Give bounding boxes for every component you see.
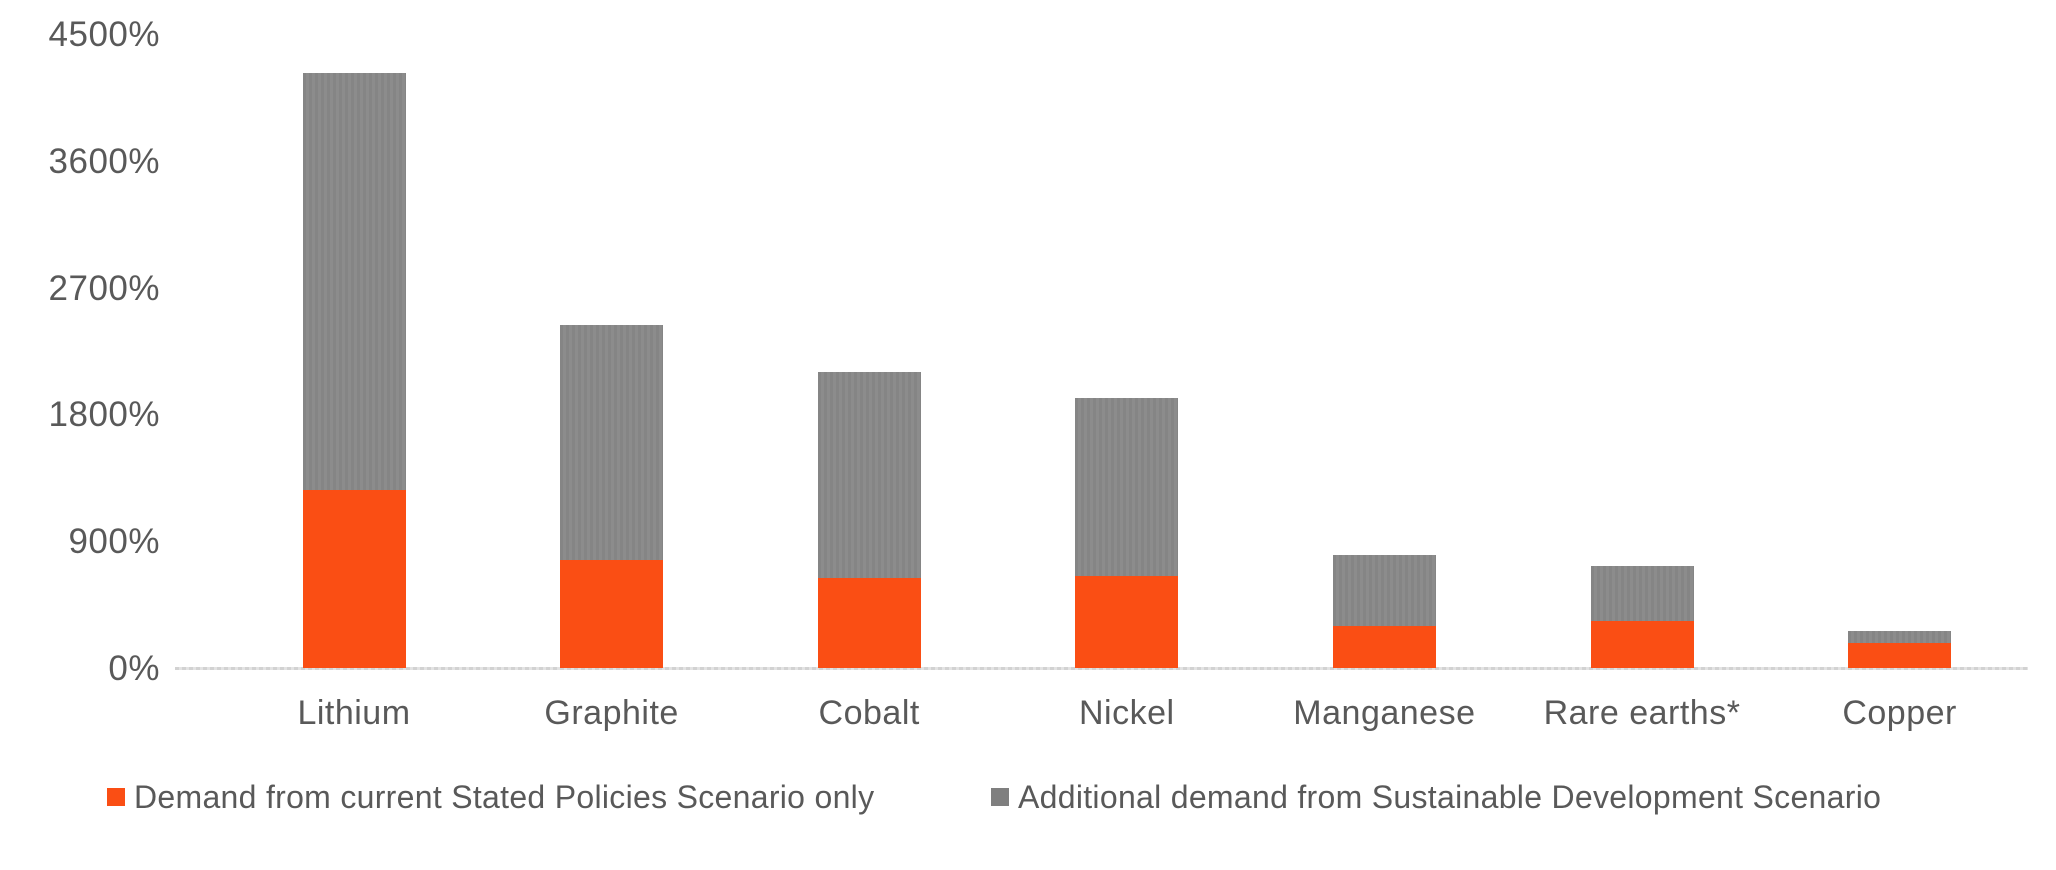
legend: Demand from current Stated Policies Scen… <box>0 775 2056 825</box>
bar-segment-steps <box>1075 576 1179 668</box>
bar-segment-steps <box>302 490 406 668</box>
x-axis-category-label: Nickel <box>1079 694 1175 732</box>
bar-segment-steps <box>817 577 921 668</box>
bar-segment-steps <box>1590 620 1694 668</box>
bar-segment-steps <box>1848 643 1952 668</box>
legend-item-sds: Additional demand from Sustainable Devel… <box>991 775 1881 819</box>
bar-segment-sds-additional <box>1590 565 1694 621</box>
legend-swatch-steps-icon <box>107 788 125 806</box>
bar-segment-sds-additional <box>302 73 406 491</box>
x-axis-category-label: Cobalt <box>818 694 920 732</box>
bar-group-copper <box>1848 631 1952 668</box>
y-axis-tick-label: 2700% <box>48 268 160 308</box>
x-axis-category-label: Manganese <box>1293 694 1476 732</box>
x-axis-category-label: Graphite <box>544 694 679 732</box>
legend-swatch-sds-icon <box>991 788 1009 806</box>
y-axis-tick-label: 1800% <box>48 395 160 435</box>
legend-label-steps: Demand from current Stated Policies Scen… <box>134 778 875 815</box>
y-axis-tick-label: 0% <box>108 649 160 688</box>
x-axis-category-label: Rare earths* <box>1543 694 1741 732</box>
y-axis-tick-label: 900% <box>68 522 160 562</box>
legend-label-sds: Additional demand from Sustainable Devel… <box>1018 778 1882 815</box>
bar-segment-sds-additional <box>560 324 664 560</box>
bar-segment-steps <box>1332 625 1436 668</box>
x-axis-line <box>175 667 2028 670</box>
bar-group-graphite <box>560 324 664 668</box>
y-axis-tick-label: 4500% <box>48 15 160 54</box>
bar-group-cobalt <box>817 372 921 668</box>
bar-segment-sds-additional <box>1332 555 1436 626</box>
bar-segment-steps <box>560 559 664 668</box>
bar-segment-sds-additional <box>817 372 921 578</box>
x-axis-category-label: Copper <box>1842 694 1957 732</box>
bar-group-manganese <box>1332 555 1436 668</box>
legend-item-steps: Demand from current Stated Policies Scen… <box>107 775 874 819</box>
bar-group-rare-earths <box>1590 565 1694 668</box>
plot-area: 0% 900% 1800% 2700% 3600% 4500% <box>48 15 2028 688</box>
bar-group-lithium <box>302 73 406 668</box>
bar-group-nickel <box>1075 397 1179 668</box>
bar-segment-sds-additional <box>1848 631 1952 644</box>
x-axis-category-label: Lithium <box>297 694 411 732</box>
y-axis-tick-label: 3600% <box>48 141 160 181</box>
bar-segment-sds-additional <box>1075 397 1179 577</box>
